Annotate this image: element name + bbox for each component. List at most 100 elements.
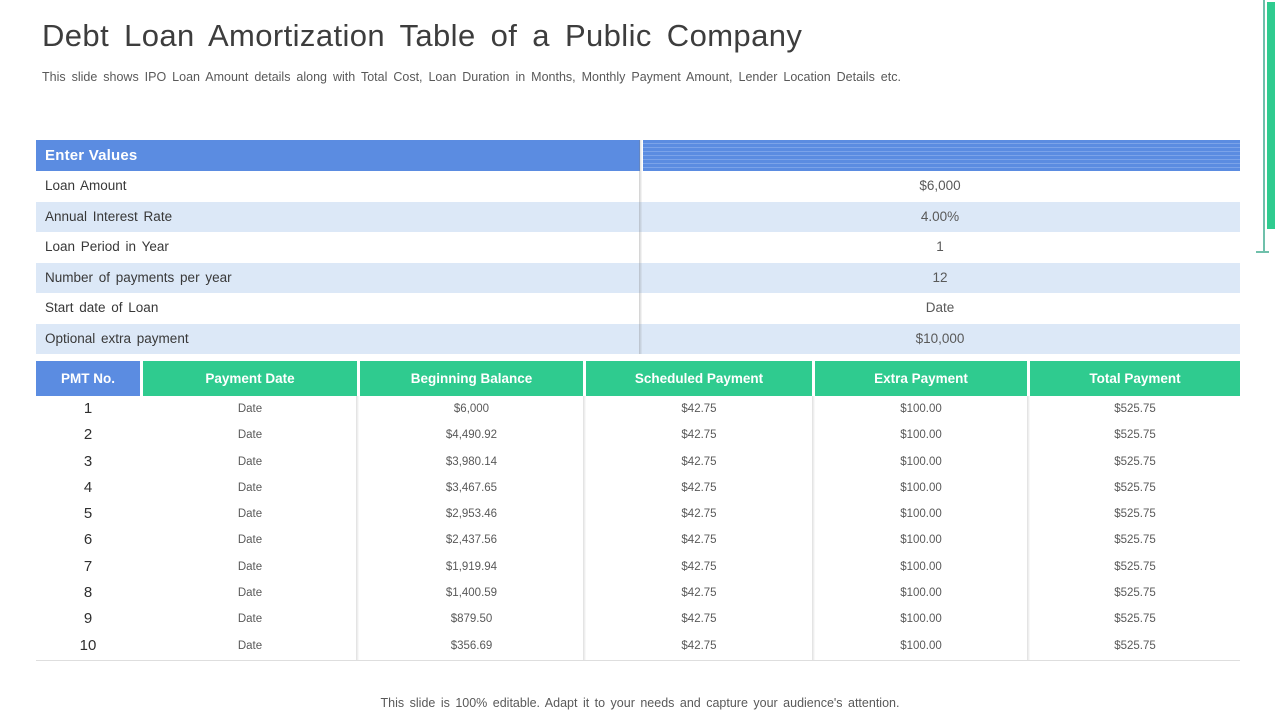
table-cell: $525.75 (1114, 481, 1156, 494)
cell-gap (1027, 553, 1030, 581)
table-cell: $42.75 (681, 508, 717, 521)
table-cell: Date (237, 481, 263, 494)
table-cell: 1 (83, 400, 93, 417)
cell-gap (583, 501, 586, 528)
table-cell: $525.75 (1114, 534, 1156, 547)
table-cell: $525.75 (1114, 429, 1156, 442)
cell-gap (583, 606, 586, 633)
cell-gap (1027, 396, 1030, 423)
field-label: Loan Period in Year (45, 239, 169, 254)
field-value: $10,000 (915, 330, 965, 346)
column-divider (583, 396, 586, 660)
table-cell: $525.75 (1114, 403, 1156, 415)
column-divider (356, 396, 359, 660)
enter-values-row: Start date of Loan Date (36, 293, 1240, 324)
table-cell: $42.75 (681, 481, 717, 494)
table-cell: $356.69 (450, 639, 493, 652)
table-cell: $525.75 (1114, 613, 1156, 626)
table-row: 7 Date $1,919.94 $42.75 $100.00 $525.75 (36, 553, 1240, 581)
cell-gap (812, 396, 815, 423)
cell-gap (357, 501, 360, 528)
table-cell: $525.75 (1114, 455, 1156, 468)
cell-gap (140, 632, 143, 659)
table-cell: $42.75 (681, 639, 717, 652)
cell-gap (1027, 527, 1030, 554)
table-cell: $525.75 (1114, 587, 1156, 600)
table-cell: Date (237, 429, 263, 442)
footer-note: This slide is 100% editable. Adapt it to… (380, 696, 900, 710)
table-cell: $4,490.92 (445, 429, 498, 442)
page-title: Debt Loan Amortization Table of a Public… (42, 18, 803, 53)
table-cell: $879.50 (450, 613, 493, 626)
field-value: Date (925, 300, 955, 315)
table-cell: Date (237, 455, 263, 468)
cell-gap (140, 501, 143, 528)
table-row: 2 Date $4,490.92 $42.75 $100.00 $525.75 (36, 422, 1240, 449)
table-cell: 10 (79, 636, 97, 654)
cell-gap (140, 606, 143, 633)
enter-values-rows: Loan Amount $6,000 Annual Interest Rate 4.0… (36, 171, 1240, 354)
table-cell: $6,000 (453, 403, 490, 415)
cell-gap (357, 474, 360, 502)
table-cell: 3 (83, 452, 93, 470)
cell-gap (812, 580, 815, 607)
table-cell: $1,400.59 (445, 587, 498, 600)
column-header: Scheduled Payment (586, 361, 812, 396)
cell-gap (1027, 361, 1030, 396)
cell-gap (357, 448, 360, 475)
scrollbar-thumb[interactable] (1267, 2, 1275, 229)
table-cell: $100.00 (900, 403, 942, 415)
table-cell: $100.00 (900, 534, 942, 547)
cell-gap (357, 527, 360, 554)
cell-gap (1027, 632, 1030, 659)
field-label: Start date of Loan (45, 300, 159, 315)
cell-gap (1027, 422, 1030, 449)
cell-gap (357, 553, 360, 581)
field-label: Annual Interest Rate (45, 208, 173, 224)
table-cell: $100.00 (900, 455, 942, 468)
table-header-row: PMT No. Payment Date Beginning Balance Sche… (36, 361, 1240, 396)
table-cell: $42.75 (681, 613, 717, 626)
cell-gap (357, 632, 360, 659)
field-value: 12 (932, 269, 948, 285)
table-cell: $3,467.65 (445, 481, 498, 494)
cell-gap (140, 396, 143, 423)
amortization-table: PMT No. Payment Date Beginning Balance Sche… (36, 361, 1240, 661)
header-gap (640, 140, 643, 171)
column-divider (639, 140, 642, 354)
cell-gap (140, 448, 143, 475)
table-row: 5 Date $2,953.46 $42.75 $100.00 $525.75 (36, 501, 1240, 528)
field-label: Number of payments per year (45, 269, 232, 285)
cell-gap (140, 527, 143, 554)
cell-gap (812, 606, 815, 633)
table-row: 10 Date $356.69 $42.75 $100.00 $525.75 (36, 632, 1240, 659)
table-cell: $100.00 (900, 429, 942, 442)
table-cell: Date (237, 587, 263, 600)
table-cell: $100.00 (900, 639, 942, 652)
enter-values-row: Annual Interest Rate 4.00% (36, 201, 1240, 232)
table-cell: $100.00 (900, 587, 942, 600)
cell-gap (1027, 580, 1030, 607)
cell-gap (583, 553, 586, 581)
cell-gap (357, 422, 360, 449)
cell-gap (583, 632, 586, 659)
table-row: 3 Date $3,980.14 $42.75 $100.00 $525.75 (36, 448, 1240, 475)
enter-values-header-fill (643, 140, 1240, 171)
table-cell: Date (237, 534, 263, 547)
table-cell: $525.75 (1114, 508, 1156, 521)
column-header: Payment Date (143, 361, 357, 396)
cell-gap (812, 474, 815, 502)
page-subtitle: This slide shows IPO Loan Amount details… (42, 70, 901, 84)
table-cell: Date (237, 508, 263, 521)
cell-gap (583, 361, 586, 396)
table-cell: $100.00 (900, 613, 942, 626)
table-cell: $42.75 (681, 560, 717, 573)
cell-gap (812, 501, 815, 528)
cell-gap (1027, 606, 1030, 633)
table-cell: $525.75 (1114, 560, 1156, 573)
cell-gap (1027, 448, 1030, 475)
cell-gap (140, 580, 143, 607)
cell-gap (357, 606, 360, 633)
cell-gap (583, 580, 586, 607)
table-cell: $42.75 (681, 455, 717, 468)
